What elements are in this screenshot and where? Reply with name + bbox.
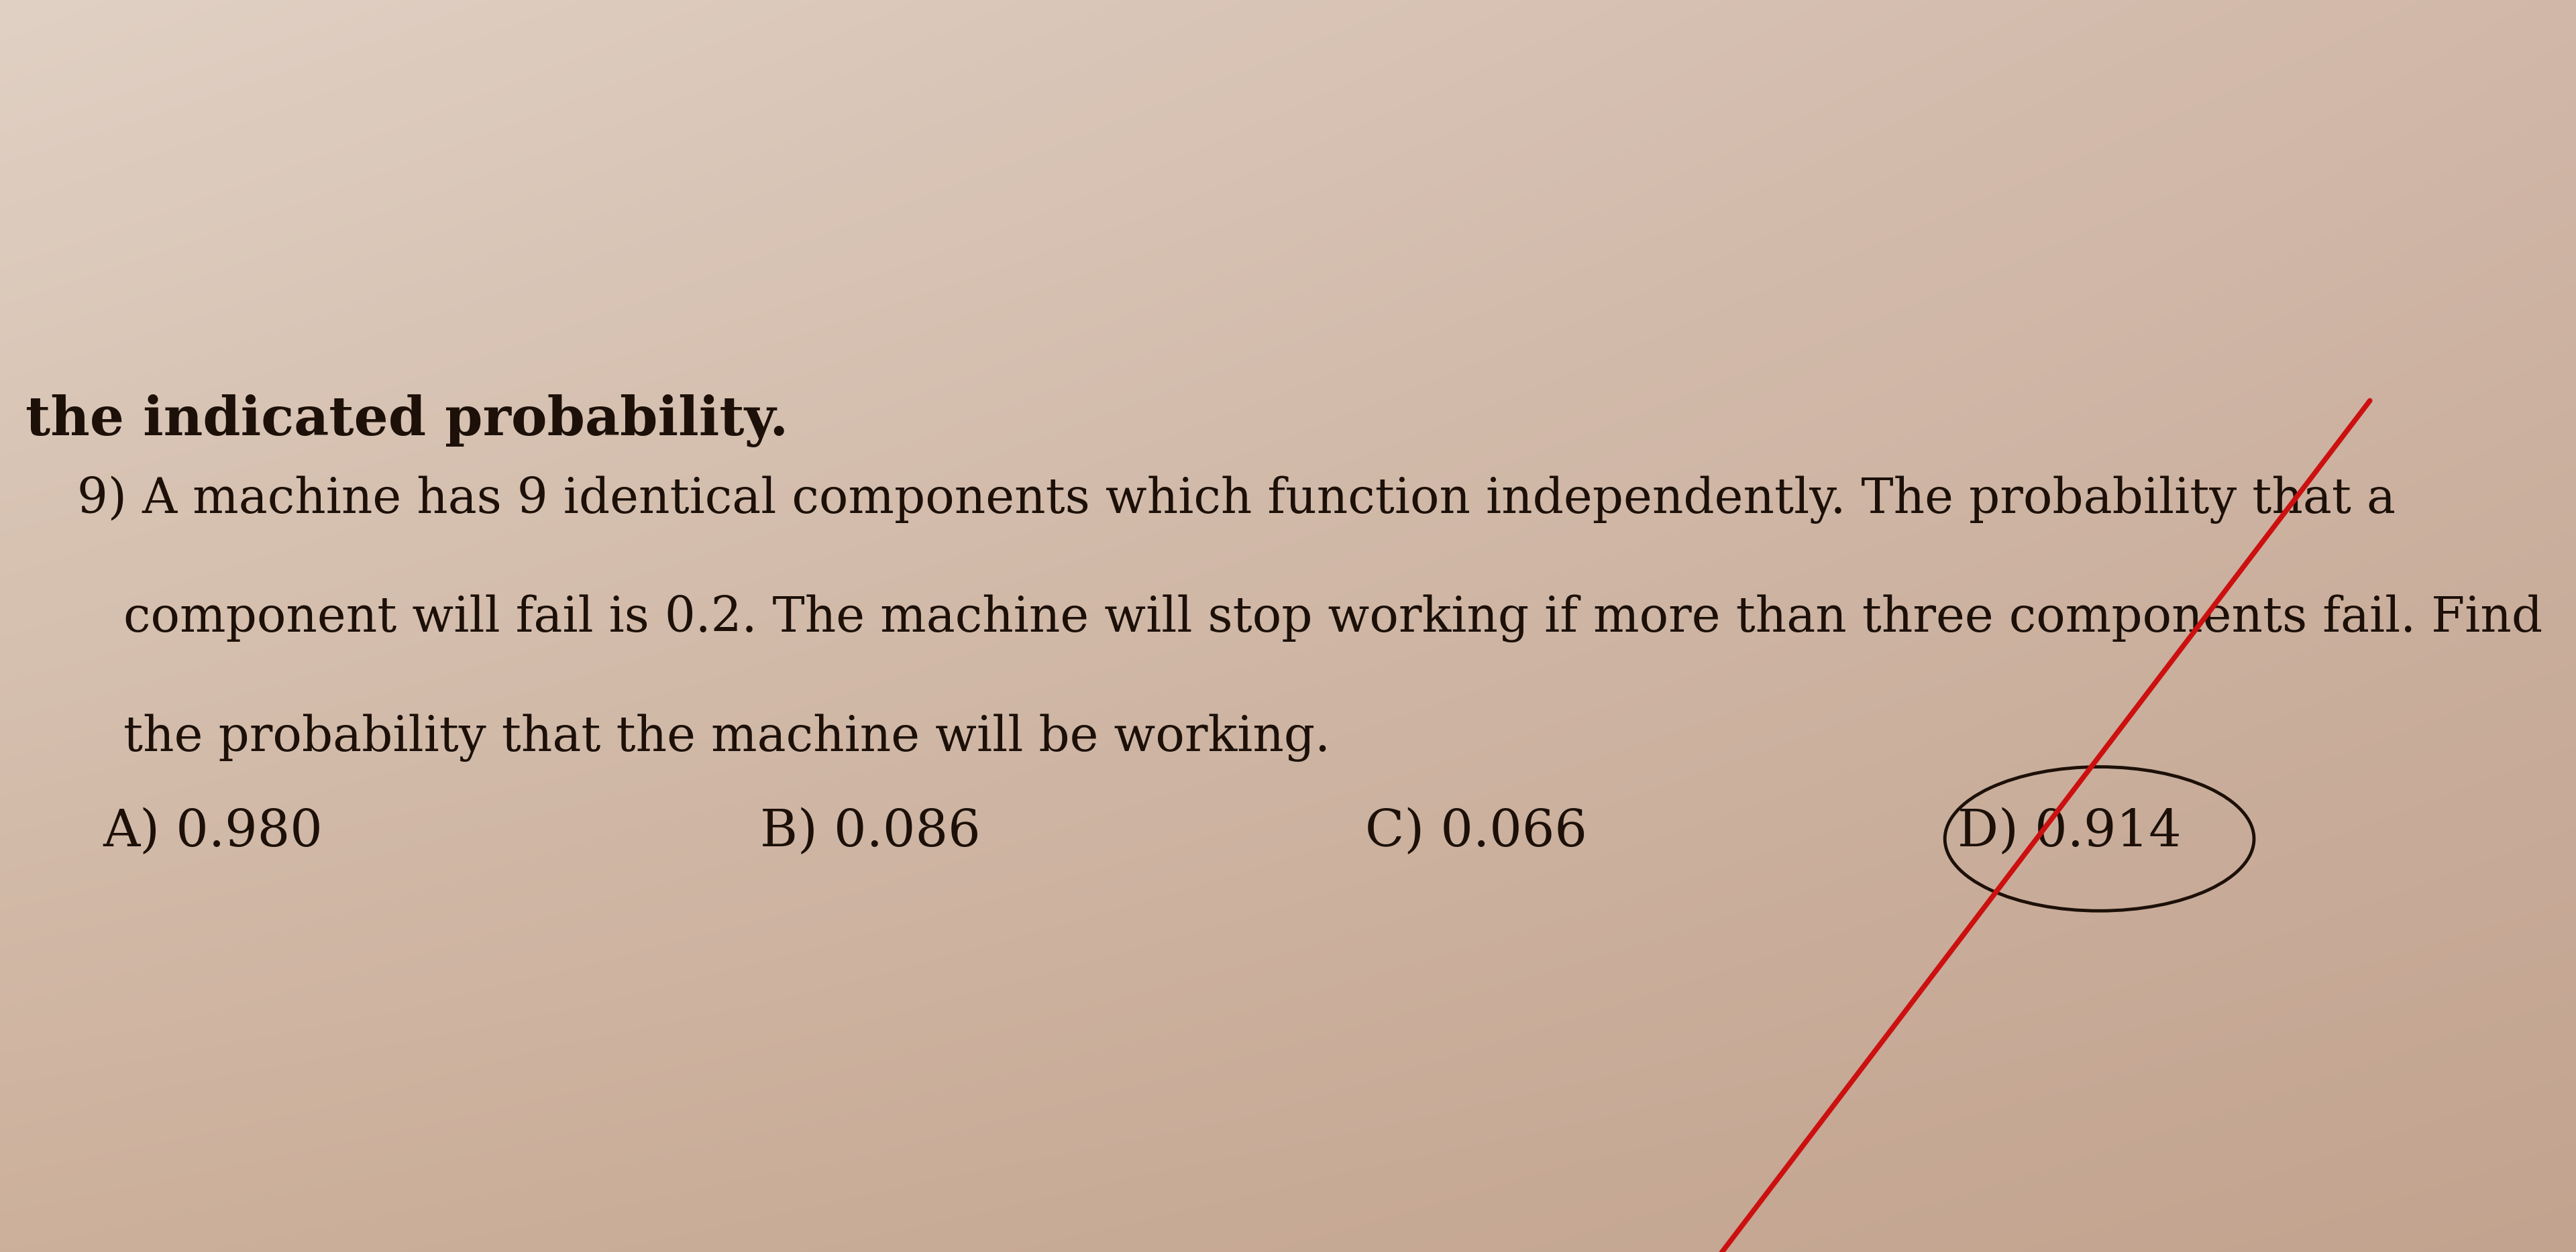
Text: the indicated probability.: the indicated probability. bbox=[26, 394, 788, 447]
Text: B) 0.086: B) 0.086 bbox=[760, 808, 981, 858]
Text: component will fail is 0.2. The machine will stop working if more than three com: component will fail is 0.2. The machine … bbox=[77, 595, 2543, 642]
Text: 9) A machine has 9 identical components which function independently. The probab: 9) A machine has 9 identical components … bbox=[77, 476, 2396, 523]
Text: C) 0.066: C) 0.066 bbox=[1365, 808, 1587, 858]
Text: the probability that the machine will be working.: the probability that the machine will be… bbox=[77, 714, 1329, 761]
Text: A) 0.980: A) 0.980 bbox=[103, 808, 322, 858]
Text: D) 0.914: D) 0.914 bbox=[1958, 808, 2182, 858]
